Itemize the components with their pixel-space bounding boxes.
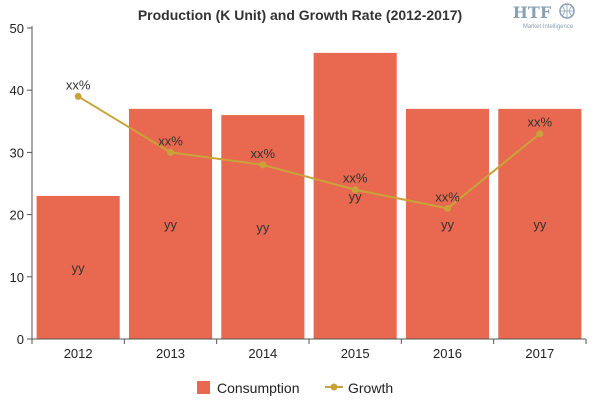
bar-consumption-2017 xyxy=(498,108,582,339)
x-tick-label: 2016 xyxy=(433,346,462,361)
x-axis: 2012 2013 2014 2015 2016 2017 xyxy=(31,338,587,361)
growth-point-2016 xyxy=(444,204,451,212)
growth-data-label: xx% xyxy=(158,133,183,148)
growth-data-label: xx% xyxy=(66,77,91,92)
bar-consumption-2012 xyxy=(36,195,120,339)
growth-data-label: xx% xyxy=(251,146,276,161)
logo-subtitle: Market Intelligence xyxy=(523,24,574,30)
bar-data-label: yy xyxy=(72,260,86,275)
y-tick-label: 20 xyxy=(10,208,24,223)
x-tick-label: 2014 xyxy=(248,346,277,361)
growth-point-2012 xyxy=(74,92,82,100)
bar-consumption-2014 xyxy=(221,115,305,339)
chart-title: Production (K Unit) and Growth Rate (201… xyxy=(138,7,462,23)
legend-growth-marker xyxy=(330,383,338,391)
y-tick-label: 0 xyxy=(17,332,24,347)
legend: Consumption Growth xyxy=(197,380,393,396)
htf-logo: HTF Market Intelligence xyxy=(513,3,575,30)
bar-series xyxy=(36,52,582,339)
y-tick-label: 30 xyxy=(10,145,24,160)
x-tick-label: 2015 xyxy=(341,346,370,361)
growth-line xyxy=(77,95,541,210)
legend-consumption-swatch xyxy=(197,381,210,394)
legend-growth-label: Growth xyxy=(348,380,393,396)
legend-consumption-label: Consumption xyxy=(217,380,300,396)
bar-data-label: yy xyxy=(256,220,270,235)
growth-data-label: xx% xyxy=(528,115,553,130)
logo-globe-lines-icon xyxy=(560,4,574,18)
growth-data-label: xx% xyxy=(343,171,368,186)
growth-point-2017 xyxy=(536,130,544,138)
bar-data-label: yy xyxy=(441,217,455,232)
x-tick-label: 2017 xyxy=(525,346,554,361)
bar-data-label: yy xyxy=(164,217,178,232)
bar-data-label: yy xyxy=(533,217,547,232)
x-tick-label: 2013 xyxy=(156,346,185,361)
y-axis: 0 10 20 30 40 50 xyxy=(10,21,33,347)
bar-consumption-2013 xyxy=(128,108,213,339)
growth-point-2013 xyxy=(167,148,174,156)
growth-line-series: xx% xx% xx% xx% xx% xx% xyxy=(66,77,553,212)
y-tick-label: 10 xyxy=(10,270,24,285)
growth-point-2014 xyxy=(259,161,267,169)
logo-text: HTF xyxy=(513,3,552,22)
y-tick-label: 50 xyxy=(10,21,24,36)
bar-labels: yy yy yy yy yy yy xyxy=(72,189,547,276)
y-tick-label: 40 xyxy=(10,83,24,98)
bar-consumption-2016 xyxy=(405,108,490,339)
x-tick-label: 2012 xyxy=(64,346,93,361)
growth-point-2015 xyxy=(351,186,359,194)
growth-data-label: xx% xyxy=(435,189,460,204)
bar-data-label: yy xyxy=(349,189,363,204)
